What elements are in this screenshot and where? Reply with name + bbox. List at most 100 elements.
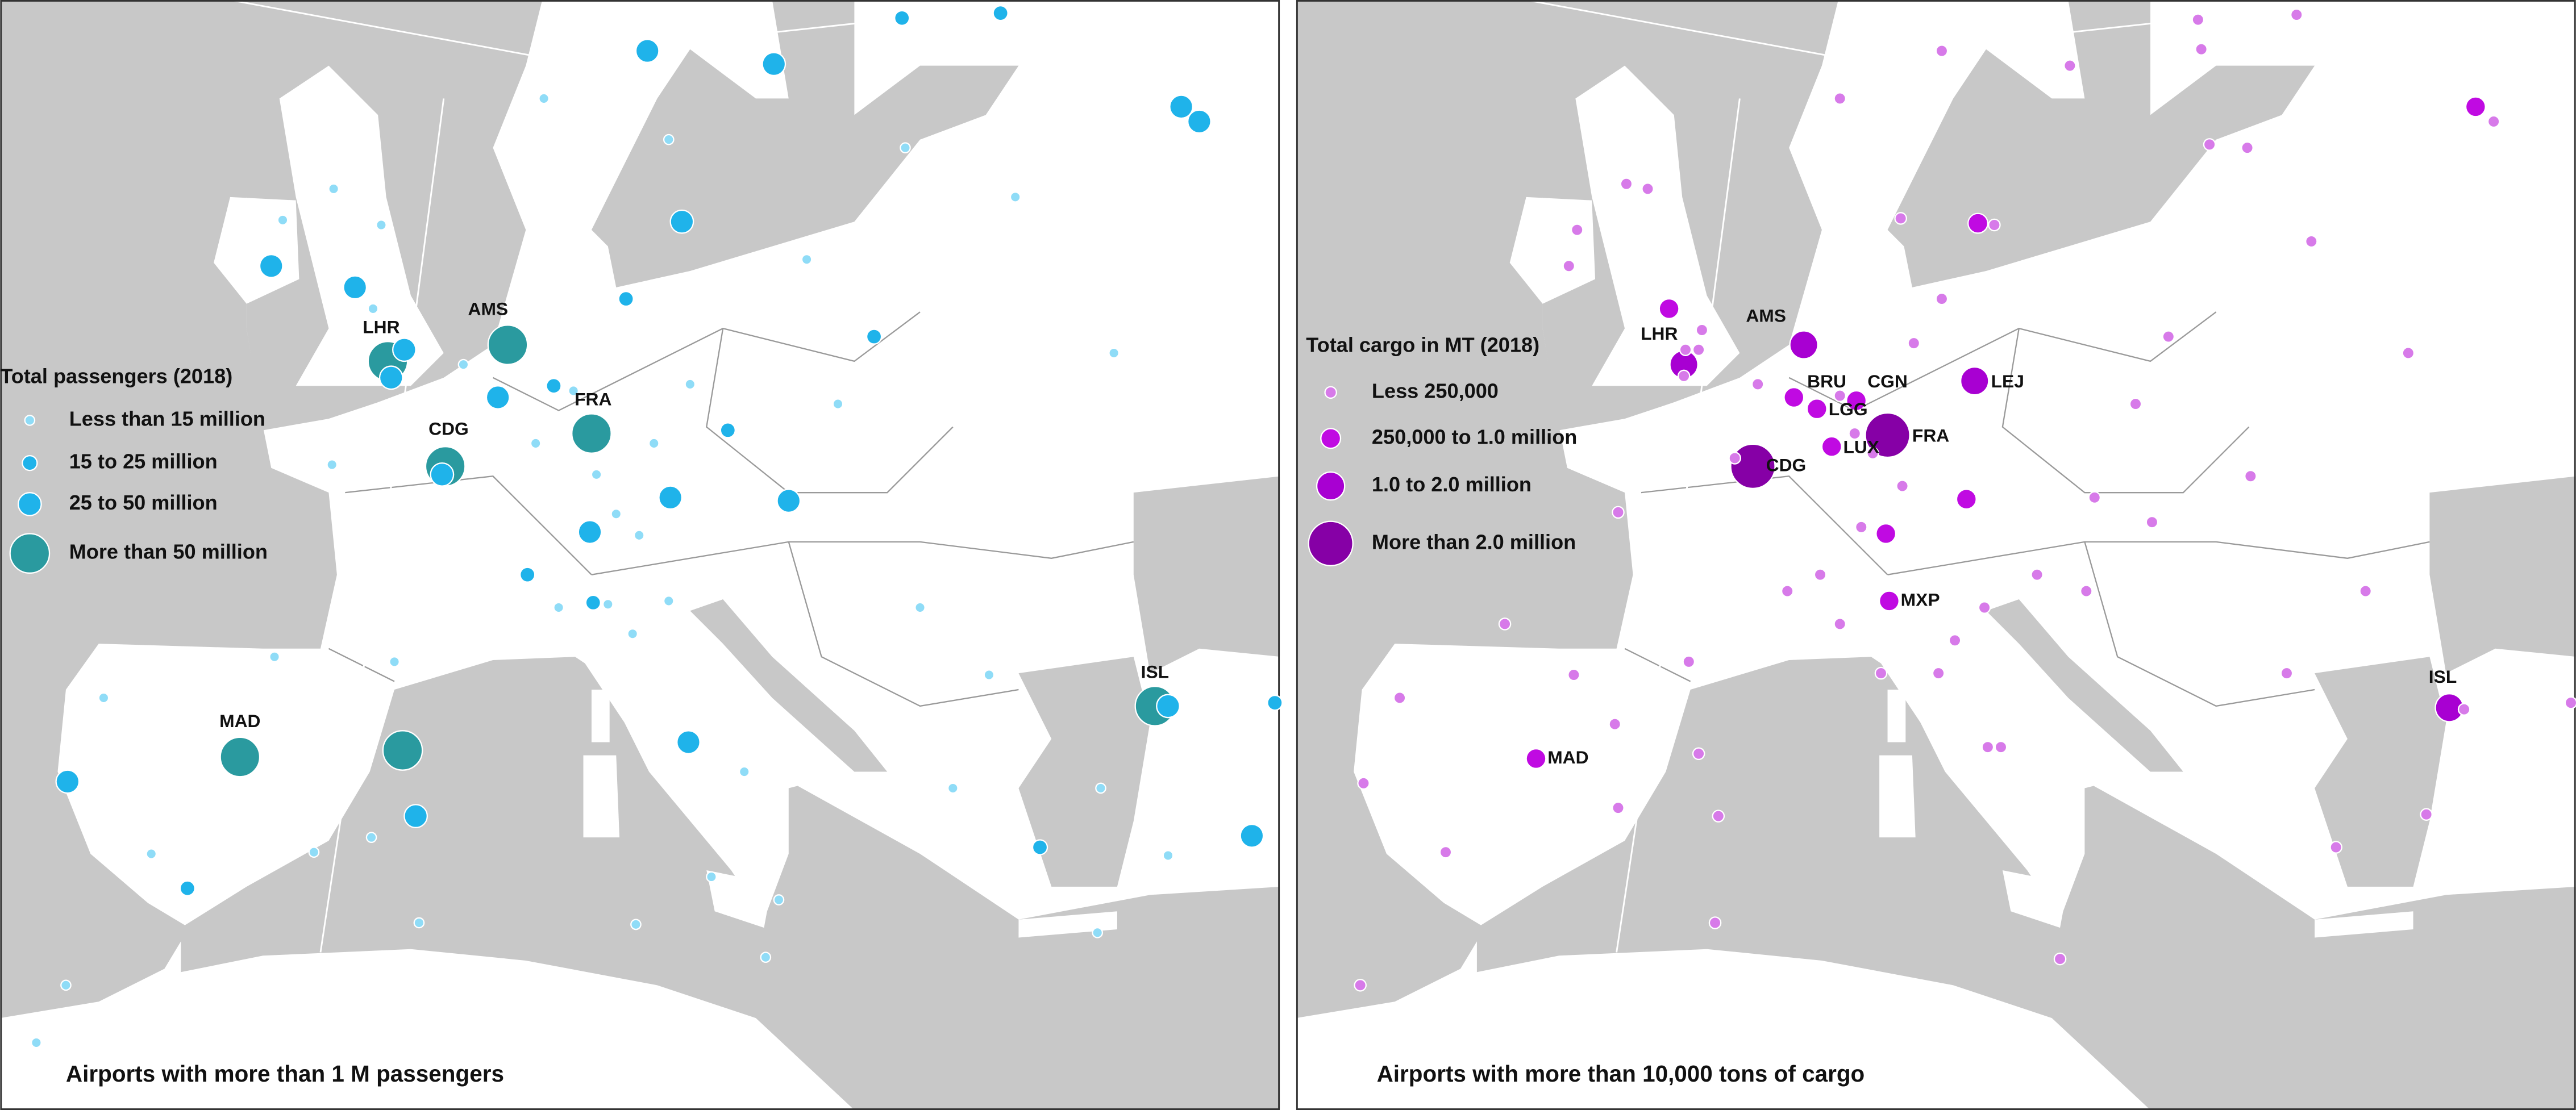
legend-label: More than 2.0 million xyxy=(1372,530,1576,553)
airport-marker xyxy=(706,871,717,883)
airport-label: LEJ xyxy=(1991,371,2024,391)
airport-marker xyxy=(1162,850,1174,861)
airport-marker xyxy=(2487,115,2500,128)
airport-marker xyxy=(259,253,284,278)
airport-marker xyxy=(1267,694,1283,711)
airport-marker xyxy=(773,894,785,905)
airport-marker xyxy=(832,398,844,410)
airport-marker xyxy=(568,385,579,397)
airport-marker xyxy=(1393,691,1406,704)
airport-marker xyxy=(1935,292,1949,306)
airport-marker xyxy=(2280,666,2294,680)
airport-label: BRU xyxy=(1807,371,1846,391)
airport-marker xyxy=(1894,212,1907,225)
airport-marker xyxy=(1967,212,1989,234)
airport-marker xyxy=(365,832,377,843)
airport-marker xyxy=(1439,845,1453,859)
airport-marker xyxy=(1994,740,2008,754)
airport-marker xyxy=(1562,259,1576,273)
legend-swatch xyxy=(1320,428,1342,449)
airport-marker xyxy=(2145,515,2159,529)
legend-label: 25 to 50 million xyxy=(69,491,218,514)
airport-marker xyxy=(1821,436,1842,457)
airport-points xyxy=(31,5,2576,1049)
airport-marker xyxy=(376,219,387,231)
airport-marker xyxy=(1239,823,1264,848)
airport-marker xyxy=(618,290,634,307)
legend-swatch xyxy=(1324,386,1337,399)
airport-marker xyxy=(1354,979,1367,992)
airport-marker xyxy=(1806,398,1828,420)
airport-marker xyxy=(776,489,801,514)
airport-marker xyxy=(382,730,423,771)
airport-label: MXP xyxy=(1901,589,1940,610)
airport-marker xyxy=(983,669,995,681)
airport-label: LHR xyxy=(363,316,399,337)
airport-marker xyxy=(1846,390,1867,411)
airport-marker xyxy=(663,133,675,145)
airport-marker xyxy=(1156,694,1180,719)
airport-marker xyxy=(894,10,910,26)
airport-marker xyxy=(1813,568,1827,581)
airport-marker xyxy=(326,459,338,470)
airport-marker xyxy=(2244,469,2257,483)
airport-marker xyxy=(1608,717,1621,731)
airport-marker xyxy=(2420,808,2433,821)
airport-marker xyxy=(1866,446,1879,460)
airport-marker xyxy=(1108,347,1120,359)
airport-marker xyxy=(585,594,601,611)
airport-marker xyxy=(1848,427,1862,440)
airport-marker xyxy=(2063,59,2076,72)
airport-label: MAD xyxy=(219,711,260,731)
airport-marker xyxy=(1960,366,1990,396)
airport-label: CGN xyxy=(1867,371,1908,391)
airport-marker xyxy=(1955,489,1977,510)
airport-marker xyxy=(457,358,469,370)
airport-marker xyxy=(1780,585,1794,598)
airport-marker xyxy=(610,508,622,520)
airport-marker xyxy=(1981,740,1995,754)
airport-marker xyxy=(947,782,959,794)
right-map xyxy=(1296,0,2576,1110)
airport-marker xyxy=(1878,590,1900,612)
panel-frame xyxy=(1296,0,2576,1110)
airport-marker xyxy=(392,337,417,362)
airport-marker xyxy=(760,952,772,963)
airport-marker xyxy=(2080,585,2093,598)
legend-title: Total cargo in MT (2018) xyxy=(1306,333,1539,356)
map-texts: Total passengers (2018) Less than 15 mill… xyxy=(0,299,2457,1087)
airport-marker xyxy=(98,692,110,704)
airport-marker xyxy=(1932,666,1945,680)
airport-label: CDG xyxy=(428,419,469,439)
airport-label: LGG xyxy=(1829,399,1868,419)
airport-marker xyxy=(219,736,261,778)
airport-marker xyxy=(2088,491,2101,504)
airport-marker xyxy=(1783,387,1805,408)
airport-marker xyxy=(1692,747,1705,761)
airport-marker xyxy=(1833,92,1846,105)
airport-label: AMS xyxy=(468,299,508,319)
airport-marker xyxy=(602,598,614,610)
airport-marker xyxy=(1570,223,1584,236)
airport-marker xyxy=(328,183,339,195)
airport-label: MAD xyxy=(1547,747,1588,767)
legend-label: 1.0 to 2.0 million xyxy=(1372,473,1532,496)
airport-marker xyxy=(2359,585,2372,598)
airport-marker xyxy=(669,209,694,234)
airport-marker xyxy=(2162,330,2175,343)
airport-marker xyxy=(2053,952,2067,966)
airport-marker xyxy=(2402,347,2415,360)
airport-marker xyxy=(2241,141,2254,155)
airport-marker xyxy=(1612,506,1625,519)
airport-marker xyxy=(2129,397,2142,411)
panel-frame xyxy=(0,0,1280,1110)
airport-marker xyxy=(546,378,562,394)
airport-label: CDG xyxy=(1766,454,1807,475)
legend-swatch xyxy=(22,454,38,471)
airport-marker xyxy=(1567,668,1580,682)
airport-marker xyxy=(865,328,883,345)
legend-title: Total passengers (2018) xyxy=(0,364,232,387)
airport-marker xyxy=(1896,479,1909,493)
airport-marker xyxy=(1620,177,1633,191)
